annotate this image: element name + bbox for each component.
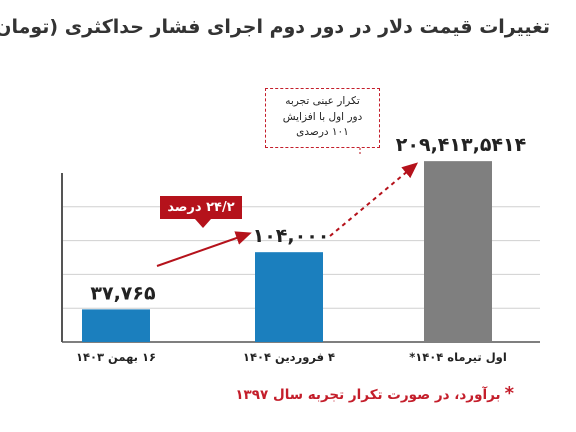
- bar-2: [255, 252, 323, 342]
- projection-arrow-dashed: [329, 162, 419, 237]
- footnote: *برآورد، در صورت تکرار تجربه سال ۱۳۹۷: [235, 383, 514, 404]
- growth-badge-pointer: [195, 219, 211, 228]
- value-label-2: ۱۰۴,۰۰۰: [253, 225, 330, 247]
- bar-3: [424, 161, 492, 342]
- category-label-1: ۱۶ بهمن ۱۴۰۳: [76, 350, 156, 364]
- bar-1: [82, 309, 150, 342]
- callout-box: تکرار عینی تجربه دور اول با افزایش ۱۰۱ د…: [265, 88, 380, 148]
- growth-arrow-solid: [156, 231, 252, 267]
- value-label-3: ۲۰۹,۴۱۳,۵۴۱۴: [396, 134, 526, 156]
- footnote-text: برآورد، در صورت تکرار تجربه سال ۱۳۹۷: [235, 387, 501, 403]
- category-label-2: ۴ فروردین ۱۴۰۴: [243, 350, 335, 365]
- callout-line: دور اول با افزایش: [282, 110, 363, 123]
- footnote-star: *: [504, 383, 514, 404]
- chart-title: تغییرات قیمت دلار در دور دوم اجرای فشار …: [0, 16, 550, 38]
- callout-line: تکرار عینی تجربه: [285, 95, 360, 107]
- value-label-1: ۳۷,۷۶۵: [90, 282, 156, 304]
- callout-line: ۱۰۱ درصدی: [296, 126, 349, 138]
- category-label-3: اول تیرماه ۱۴۰۴*: [409, 350, 507, 365]
- growth-percent-badge: ۲۴/۲ درصد: [160, 196, 242, 219]
